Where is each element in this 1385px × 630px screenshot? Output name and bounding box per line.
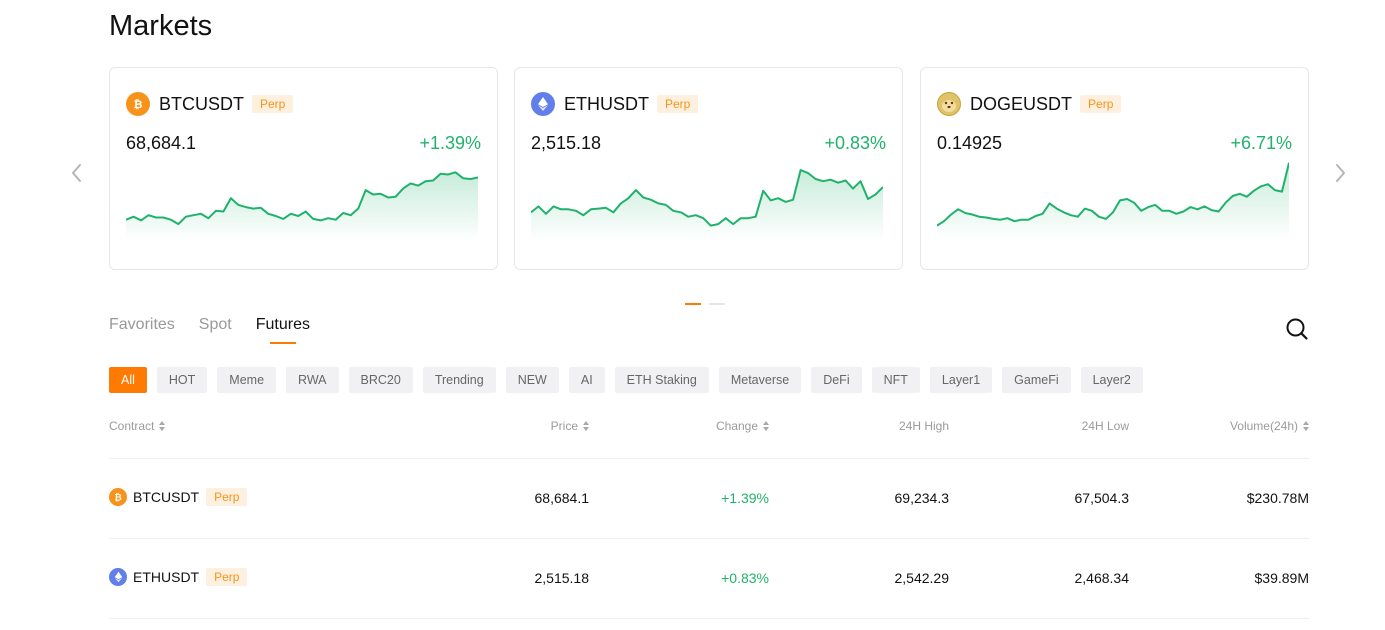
table-divider — [109, 618, 1309, 619]
tab-futures[interactable]: Futures — [256, 316, 310, 344]
column-header-label: 24H High — [898, 419, 949, 433]
carousel-page-indicator[interactable] — [709, 303, 725, 305]
price-cell: 2,515.18 — [534, 570, 590, 586]
change-cell: +0.83% — [721, 570, 769, 586]
category-filters: All HOT Meme RWA BRC20 Trending NEW AI E… — [109, 367, 1143, 393]
perp-badge: Perp — [206, 488, 248, 506]
column-header-label: Change — [715, 419, 758, 433]
search-button[interactable] — [1284, 316, 1310, 342]
card-change: +0.83% — [824, 133, 886, 153]
table-divider — [109, 538, 1309, 539]
search-icon — [1286, 318, 1308, 340]
card-change: +6.71% — [1230, 133, 1292, 153]
change-cell: +1.39% — [721, 490, 769, 506]
card-symbol: ETHUSDT — [564, 93, 649, 114]
column-header-volume[interactable]: Volume(24h) — [1230, 419, 1309, 433]
filter-trending[interactable]: Trending — [422, 367, 496, 393]
tab-favorites[interactable]: Favorites — [109, 316, 175, 333]
sparkline-chart — [531, 169, 883, 241]
sort-icon — [1303, 421, 1309, 431]
sparkline-area — [531, 170, 883, 241]
sparkline-chart — [937, 162, 1289, 241]
card-price: 2,515.18 — [531, 133, 602, 153]
sparkline-area — [126, 172, 478, 241]
card-change: +1.39% — [419, 133, 481, 153]
column-header-price[interactable]: Price — [551, 419, 589, 433]
svg-text:₿: ₿ — [114, 493, 121, 504]
filter-defi[interactable]: DeFi — [811, 367, 862, 393]
sparkline-line — [126, 171, 478, 226]
eth-icon — [109, 568, 127, 586]
sort-icon — [583, 421, 589, 431]
filter-hot[interactable]: HOT — [156, 367, 208, 393]
doge-icon — [937, 92, 961, 116]
page-title: Markets — [109, 10, 213, 42]
card-price: 68,684.1 — [126, 133, 197, 153]
low-cell: 67,504.3 — [1074, 490, 1130, 506]
column-header-24h-low: 24H Low — [1082, 419, 1129, 433]
column-header-label: Price — [550, 419, 578, 433]
sparkline-line — [937, 162, 1289, 227]
sort-icon — [159, 421, 166, 431]
volume-cell: $39.89M — [1254, 570, 1309, 586]
filter-all[interactable]: All — [109, 367, 147, 393]
filter-metaverse[interactable]: Metaverse — [718, 367, 802, 393]
low-cell: 2,468.34 — [1074, 570, 1130, 586]
table-row[interactable]: ₿ BTCUSDT Perp 68,684.1 +1.39% 69,234.3 … — [109, 459, 1309, 539]
contract-symbol: BTCUSDT — [133, 489, 200, 505]
table-header: Contract Price Change 24H High 24H Low V… — [109, 419, 1309, 435]
market-card-doge[interactable]: DOGEUSDT Perp 0.14925 +6.71% — [920, 67, 1309, 270]
btc-icon: ₿ — [109, 488, 127, 506]
column-header-contract[interactable]: Contract — [109, 419, 166, 433]
perp-badge: Perp — [1080, 95, 1122, 113]
filter-meme[interactable]: Meme — [217, 367, 277, 393]
filter-new[interactable]: NEW — [505, 367, 559, 393]
column-header-label: Volume(24h) — [1229, 419, 1298, 433]
filter-gamefi[interactable]: GameFi — [1002, 367, 1071, 393]
market-card-eth[interactable]: ETHUSDT Perp 2,515.18 +0.83% — [514, 67, 903, 270]
carousel-next-button[interactable] — [1329, 160, 1353, 186]
sparkline-area — [937, 162, 1289, 241]
contract-cell: ₿ BTCUSDT Perp — [109, 488, 248, 506]
perp-badge: Perp — [252, 95, 294, 113]
filter-layer1[interactable]: Layer1 — [929, 367, 993, 393]
carousel-prev-button[interactable] — [64, 160, 88, 186]
filter-brc20[interactable]: BRC20 — [348, 367, 413, 393]
filter-eth-staking[interactable]: ETH Staking — [614, 367, 709, 393]
column-header-label: Contract — [109, 419, 155, 433]
card-symbol: DOGEUSDT — [970, 93, 1073, 114]
volume-cell: $230.78M — [1246, 490, 1309, 506]
svg-text:₿: ₿ — [134, 98, 143, 111]
market-tabs: Favorites Spot Futures — [109, 316, 310, 344]
contract-cell: ETHUSDT Perp — [109, 568, 248, 586]
column-header-24h-high: 24H High — [899, 419, 949, 433]
price-cell: 68,684.1 — [534, 490, 590, 506]
perp-badge: Perp — [657, 95, 699, 113]
card-symbol: BTCUSDT — [159, 93, 244, 114]
chevron-right-icon — [1336, 164, 1345, 182]
btc-icon: ₿ — [126, 92, 150, 116]
column-header-change[interactable]: Change — [716, 419, 769, 433]
filter-nft[interactable]: NFT — [871, 367, 920, 393]
sort-icon — [763, 421, 769, 431]
card-price: 0.14925 — [937, 133, 1003, 153]
carousel-page-indicator-active[interactable] — [685, 303, 701, 305]
column-header-label: 24H Low — [1081, 419, 1129, 433]
table-row[interactable]: ETHUSDT Perp 2,515.18 +0.83% 2,542.29 2,… — [109, 539, 1309, 619]
sparkline-chart — [126, 171, 478, 241]
perp-badge: Perp — [206, 568, 248, 586]
tab-spot[interactable]: Spot — [198, 316, 232, 333]
market-card-btc[interactable]: ₿ BTCUSDT Perp 68,684.1 +1.39% — [109, 67, 498, 270]
filter-layer2[interactable]: Layer2 — [1080, 367, 1143, 393]
contract-symbol: ETHUSDT — [133, 569, 200, 585]
chevron-left-icon — [72, 164, 81, 182]
eth-icon — [531, 92, 555, 116]
table-divider — [109, 458, 1309, 459]
sparkline-line — [531, 169, 883, 227]
high-cell: 69,234.3 — [894, 490, 950, 506]
high-cell: 2,542.29 — [894, 570, 950, 586]
filter-rwa[interactable]: RWA — [286, 367, 339, 393]
filter-ai[interactable]: AI — [568, 367, 605, 393]
